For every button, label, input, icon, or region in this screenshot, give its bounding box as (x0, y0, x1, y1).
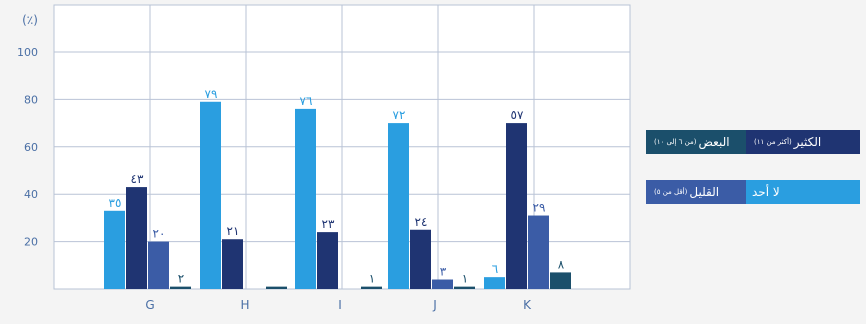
bar (104, 210, 125, 289)
data-label: ٢١ (227, 224, 240, 238)
data-label: ٨ (558, 257, 565, 271)
legend-some-label: البعض (698, 135, 730, 149)
data-label: ٢٣ (322, 217, 335, 231)
bar (200, 101, 221, 290)
y-tick-label: 60 (24, 141, 38, 154)
legend-some-note: (من ٦ إلى ١٠) (654, 138, 697, 146)
legend-row-1: البعض (من ٦ إلى ١٠) الكثير (أكثر من ١١) (646, 130, 860, 154)
bar (148, 241, 169, 289)
bar (454, 286, 475, 289)
legend-item-some: البعض (من ٦ إلى ١٠) (646, 130, 746, 154)
legend-many-label: الكثير (793, 135, 822, 149)
bar (317, 232, 338, 289)
data-label: ٢٤ (415, 215, 428, 229)
data-label: ٦ (492, 262, 498, 276)
x-tick-label: K (523, 298, 532, 312)
x-tick-label: I (338, 298, 342, 312)
bars (104, 101, 571, 290)
bar (126, 187, 147, 289)
data-label: ٤٣ (131, 172, 144, 186)
x-tick-label: J (432, 298, 437, 312)
data-label: ٣ (440, 265, 447, 279)
y-axis-label: (٪) (22, 13, 38, 27)
legend-item-none: لا أحد (746, 180, 860, 204)
data-label: ١ (369, 272, 375, 286)
bar (506, 123, 527, 289)
bar-chart: ٣٥ ٤٣ ٢٠ ٢ ٧٩ ٢١ ٧٦ ٢٣ ١ ٧٢ ٢٤ ٣ ١ ٦ ٥٧ ٢٩ ٨ 20 40 60 80 100… (17, 4, 631, 312)
data-label: ٣٥ (109, 196, 122, 210)
legend-row-2: القليل (أقل من ٥) لا أحد (646, 180, 860, 204)
y-tick-labels: 20 40 60 80 100 (17, 46, 38, 249)
legend-few-note: (أقل من ٥) (654, 188, 688, 196)
data-label: ٥٧ (511, 108, 524, 122)
bar (388, 123, 409, 289)
data-label: ٢٩ (533, 201, 546, 215)
legend-many-note: (أكثر من ١١) (754, 138, 792, 146)
bar (222, 239, 243, 289)
bar (550, 272, 571, 289)
x-tick-label: H (240, 298, 249, 312)
y-tick-label: 80 (24, 93, 38, 106)
bar (410, 229, 431, 289)
bar (528, 215, 549, 289)
legend-few-label: القليل (689, 185, 720, 199)
data-label: ٧٩ (205, 87, 218, 101)
bar (295, 108, 316, 289)
bar (266, 286, 287, 289)
bar (361, 286, 382, 289)
y-tick-label: 40 (24, 188, 38, 201)
data-label: ١ (462, 272, 468, 286)
bar (170, 286, 191, 289)
bar (432, 279, 453, 289)
data-label: ٢ (178, 272, 184, 286)
data-label: ٧٦ (300, 94, 313, 108)
x-tick-label: G (145, 298, 154, 312)
legend-item-few: القليل (أقل من ٥) (646, 180, 746, 204)
legend-none-label: لا أحد (752, 185, 780, 199)
data-labels: ٣٥ ٤٣ ٢٠ ٢ ٧٩ ٢١ ٧٦ ٢٣ ١ ٧٢ ٢٤ ٣ ١ ٦ ٥٧ ٢٩ ٨ (109, 87, 565, 286)
x-tick-labels: G H I J K (145, 298, 532, 312)
y-tick-label: 100 (17, 46, 38, 59)
y-tick-label: 20 (24, 236, 38, 249)
data-label: ٧٢ (393, 108, 406, 122)
data-label: ٢٠ (153, 227, 166, 241)
bar (484, 277, 505, 289)
legend-item-many: الكثير (أكثر من ١١) (746, 130, 860, 154)
